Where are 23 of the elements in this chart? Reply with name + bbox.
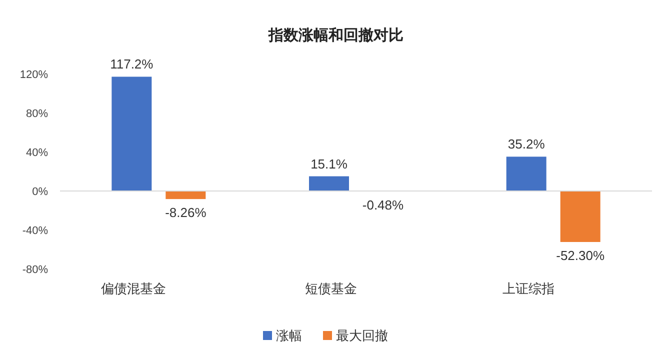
bar: [560, 191, 600, 242]
bar: [506, 156, 546, 191]
legend-label: 涨幅: [276, 328, 302, 343]
chart-title: 指数涨幅和回撤对比: [268, 27, 404, 44]
data-label: -52.30%: [556, 248, 605, 263]
bar: [309, 176, 349, 191]
bar: [166, 191, 206, 200]
x-tick-label: 上证综指: [502, 281, 554, 296]
y-tick-label: 80%: [26, 108, 48, 120]
y-tick-label: -80%: [22, 264, 48, 276]
data-label: -0.48%: [362, 197, 404, 212]
y-tick-label: 0%: [32, 186, 48, 198]
y-tick-label: 40%: [26, 147, 48, 159]
data-label: -8.26%: [165, 205, 207, 220]
data-label: 15.1%: [310, 156, 348, 172]
data-label: 117.2%: [110, 56, 154, 72]
y-tick-label: -40%: [22, 225, 48, 237]
y-tick-label: 120%: [20, 69, 48, 81]
data-label: 35.2%: [508, 136, 546, 152]
x-tick-label: 偏债混基金: [101, 281, 166, 296]
bar: [112, 76, 152, 191]
legend-label: 最大回撤: [336, 328, 388, 343]
x-tick-label: 短债基金: [305, 281, 357, 296]
